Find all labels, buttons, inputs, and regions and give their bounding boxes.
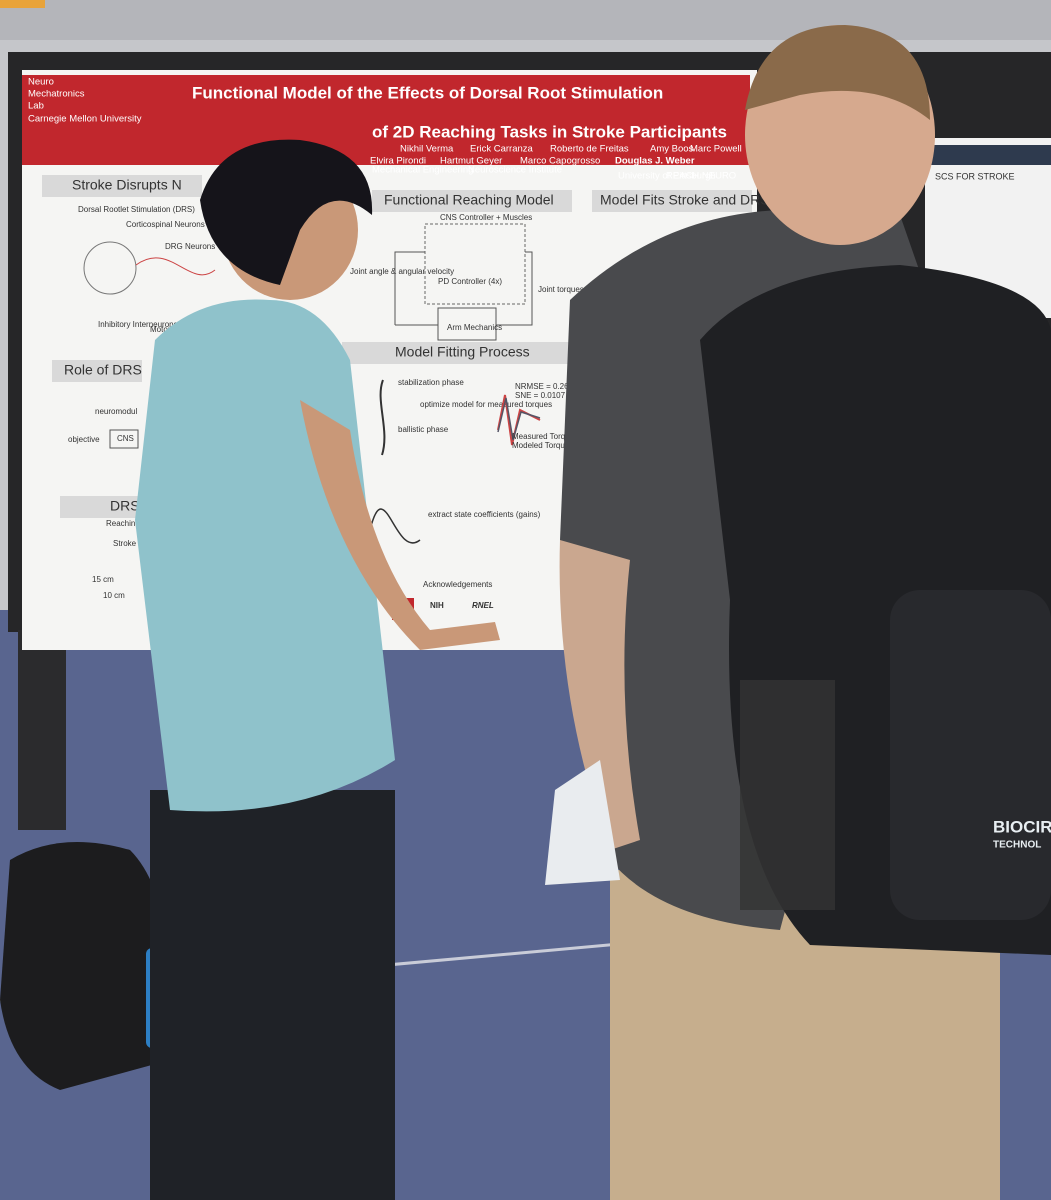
section-title: Stroke Disrupts N bbox=[72, 177, 182, 193]
poster-header bbox=[22, 75, 750, 165]
drs-label: 15 cm bbox=[92, 575, 114, 584]
person-hair bbox=[745, 25, 930, 120]
section-header bbox=[372, 190, 572, 212]
drs-label: 10 cm bbox=[103, 591, 125, 600]
wall-top bbox=[0, 0, 1051, 40]
drs-label: Stroke bbox=[113, 539, 137, 548]
sign bbox=[0, 0, 45, 8]
lab-name: Neuro bbox=[28, 77, 54, 88]
floor-backpack bbox=[0, 842, 172, 1090]
person-pants bbox=[150, 790, 395, 1200]
section-title: DRS bbox=[110, 498, 140, 514]
poster-title: Functional Model of the Effects of Dorsa… bbox=[192, 83, 663, 102]
model-label: PD Controller (4x) bbox=[438, 277, 502, 286]
fitting-label: optimize model for measured torques bbox=[420, 400, 552, 409]
paper-bag bbox=[545, 760, 620, 885]
side-heading: SCS FOR STROKE bbox=[935, 171, 1015, 181]
loop-arrows bbox=[394, 251, 533, 326]
neuro-label: Corticospinal Neurons bbox=[126, 220, 205, 229]
drs-label: Reaching bbox=[106, 519, 140, 528]
neuro-label: DRG Neurons bbox=[165, 242, 215, 251]
model-label: Arm Mechanics bbox=[447, 323, 502, 332]
role-label: neuromodul bbox=[95, 407, 137, 416]
section-header bbox=[60, 496, 150, 518]
controller-box bbox=[424, 223, 526, 305]
board-leg bbox=[18, 630, 66, 830]
person-arm bbox=[559, 540, 640, 850]
model-label: Joint angle & angular velocity bbox=[350, 267, 454, 276]
phase-curve bbox=[369, 508, 421, 544]
fitting-label: ballistic phase bbox=[398, 425, 449, 434]
trajectory bbox=[379, 379, 386, 456]
author: Nikhil Verma bbox=[400, 144, 454, 155]
fitting-label: Measured Torque bbox=[512, 432, 575, 441]
model-label: CNS Controller + Muscles bbox=[440, 213, 532, 222]
author: Hartmut Geyer bbox=[440, 156, 502, 167]
lab-name: Mechatronics bbox=[28, 89, 85, 100]
affiliation: University of Pittsburgh bbox=[618, 171, 716, 182]
sponsor: RNEL bbox=[472, 601, 494, 610]
author: Amy Boos bbox=[650, 144, 694, 155]
affiliation: REACH NEURO bbox=[666, 171, 736, 182]
lab-university: Carnegie Mellon University bbox=[28, 114, 142, 125]
role-label: CNS bbox=[117, 434, 134, 443]
author: Roberto de Freitas bbox=[550, 144, 629, 155]
sponsor: NIH bbox=[430, 601, 444, 610]
model-label: Joint torques bbox=[538, 285, 584, 294]
section-header bbox=[342, 342, 570, 364]
author: Marc Powell bbox=[690, 144, 742, 155]
author: Marco Capogrosso bbox=[520, 156, 600, 167]
section-title: Model Fits Stroke and DRS bbox=[600, 192, 770, 208]
author: Douglas J. Weber bbox=[615, 156, 695, 167]
author: Elvira Pirondi bbox=[370, 156, 426, 167]
nerve bbox=[135, 257, 216, 276]
person-arm bbox=[300, 400, 500, 650]
section-title: Acknowledgements bbox=[423, 580, 492, 589]
lab-name: Lab bbox=[28, 101, 44, 112]
side-poster-header bbox=[925, 145, 1051, 165]
backpack-mesh bbox=[740, 680, 835, 910]
arm-box bbox=[437, 307, 497, 341]
fitting-label: Modeled Torque bbox=[512, 441, 570, 450]
spinal-cord bbox=[83, 241, 137, 295]
cns-box bbox=[109, 429, 139, 449]
affiliation: Mechanical Engineering bbox=[372, 165, 473, 176]
backpack-pocket bbox=[890, 590, 1051, 920]
fitting-label: NRMSE = 0.2661 bbox=[515, 382, 578, 391]
neuro-label: Dorsal Rootlet Stimulation (DRS) bbox=[78, 205, 195, 214]
section-title: Role of DRS bbox=[64, 362, 142, 378]
affiliation: Neuroscience Institute bbox=[468, 165, 562, 176]
section-header bbox=[42, 175, 202, 197]
section-header bbox=[592, 190, 752, 212]
backpack-brand: BIOCIR bbox=[993, 817, 1051, 836]
backpack-brand: TECHNOL bbox=[993, 840, 1041, 851]
section-title: Functional Reaching Model bbox=[384, 192, 554, 208]
torque-curve bbox=[497, 397, 541, 441]
person-hair bbox=[200, 139, 373, 285]
section-title: Model Fitting Process bbox=[395, 344, 530, 360]
fitting-label: extract state coefficients (gains) bbox=[428, 510, 541, 519]
fitting-label: SNE = 0.0107 bbox=[515, 391, 566, 400]
poster-title: of 2D Reaching Tasks in Stroke Participa… bbox=[372, 122, 727, 141]
author: Erick Carranza bbox=[470, 144, 534, 155]
role-label: objective bbox=[68, 435, 100, 444]
fitting-label: stabilization phase bbox=[398, 378, 464, 387]
neuro-label: Inhibitory Interneurons bbox=[98, 320, 178, 329]
section-header bbox=[52, 360, 142, 382]
